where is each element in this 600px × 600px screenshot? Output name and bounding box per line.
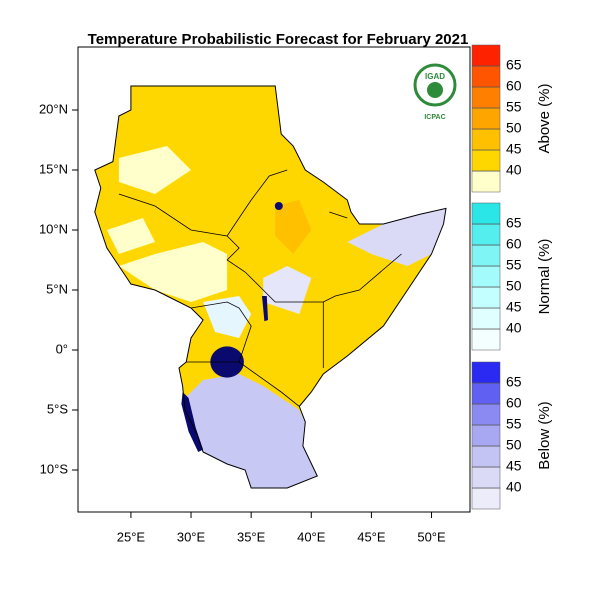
colorbar-label: 45 xyxy=(506,458,522,474)
y-tick-label: 10°S xyxy=(40,461,69,476)
colorbar-box xyxy=(471,361,501,384)
border xyxy=(190,301,300,407)
colorbar-box xyxy=(471,65,501,88)
colorbar-label: 55 xyxy=(506,416,522,432)
y-tick-label: 5°N xyxy=(46,281,68,296)
colorbar-box xyxy=(471,403,501,426)
colorbar-title: Above (%) xyxy=(536,83,553,153)
colorbar-box xyxy=(471,466,501,489)
colorbar-box xyxy=(471,286,501,309)
colorbar-box xyxy=(471,202,501,225)
forecast-patch xyxy=(185,374,318,488)
border xyxy=(226,169,288,237)
x-tick-label: 30°E xyxy=(177,529,206,544)
forecast-patch xyxy=(118,146,191,194)
colorbar-box xyxy=(471,328,501,351)
colorbar-title: Below (%) xyxy=(536,401,553,469)
colorbar-box xyxy=(471,445,501,468)
colorbar-box xyxy=(471,107,501,130)
y-tick-label: 5°S xyxy=(47,401,68,416)
x-tick-label: 50°E xyxy=(417,529,446,544)
forecast-patch xyxy=(106,218,155,254)
colorbar-label: 60 xyxy=(506,236,522,252)
colorbar-label: 65 xyxy=(506,215,522,231)
colorbar-box xyxy=(471,44,501,67)
colorbar-label: 40 xyxy=(506,479,522,495)
colorbar-label: 55 xyxy=(506,257,522,273)
x-tick-label: 40°E xyxy=(297,529,326,544)
colorbar-box xyxy=(471,149,501,172)
colorbar-label: 40 xyxy=(506,162,522,178)
x-tick-label: 35°E xyxy=(237,529,266,544)
x-tick-label: 45°E xyxy=(357,529,386,544)
lake-tana xyxy=(274,202,283,210)
y-tick-label: 10°N xyxy=(39,221,68,236)
forecast-patch xyxy=(275,200,312,254)
colorbar-box xyxy=(471,170,501,193)
colorbar-label: 45 xyxy=(506,141,522,157)
logo-globe xyxy=(427,82,443,98)
forecast-patch xyxy=(118,242,228,302)
border xyxy=(118,193,402,303)
colorbar-label: 60 xyxy=(506,78,522,94)
y-tick-label: 15°N xyxy=(39,161,68,176)
colorbar-label: 50 xyxy=(506,437,522,453)
y-tick-label: 20°N xyxy=(39,101,68,116)
colorbar-title: Normal (%) xyxy=(536,239,553,315)
forecast-patch xyxy=(347,208,446,266)
colorbar-label: 65 xyxy=(506,374,522,390)
colorbar-box xyxy=(471,307,501,330)
x-tick-label: 25°E xyxy=(117,529,146,544)
map-area xyxy=(94,85,447,489)
colorbar-box xyxy=(471,265,501,288)
region-outline xyxy=(94,85,447,489)
colorbar-label: 55 xyxy=(506,99,522,115)
colorbar-label: 50 xyxy=(506,278,522,294)
logo-org: ICPAC xyxy=(424,114,445,121)
colorbar-box xyxy=(471,128,501,151)
colorbar-box xyxy=(471,487,501,510)
map-title: Temperature Probabilistic Forecast for F… xyxy=(88,31,469,48)
logo-name: IGAD xyxy=(425,72,445,81)
colorbar-label: 40 xyxy=(506,320,522,336)
colorbar-box xyxy=(471,86,501,109)
map-frame xyxy=(77,46,471,513)
lake-turkana xyxy=(262,296,268,322)
y-tick-label: 0° xyxy=(56,341,68,356)
colorbar-box xyxy=(471,424,501,447)
colorbar-label: 65 xyxy=(506,57,522,73)
colorbar-label: 45 xyxy=(506,299,522,315)
border xyxy=(329,211,348,219)
colorbar-label: 60 xyxy=(506,395,522,411)
colorbar-box xyxy=(471,244,501,267)
colorbar-label: 50 xyxy=(506,120,522,136)
colorbar-box xyxy=(471,223,501,246)
colorbar-box xyxy=(471,382,501,405)
forecast-patch xyxy=(203,296,252,338)
